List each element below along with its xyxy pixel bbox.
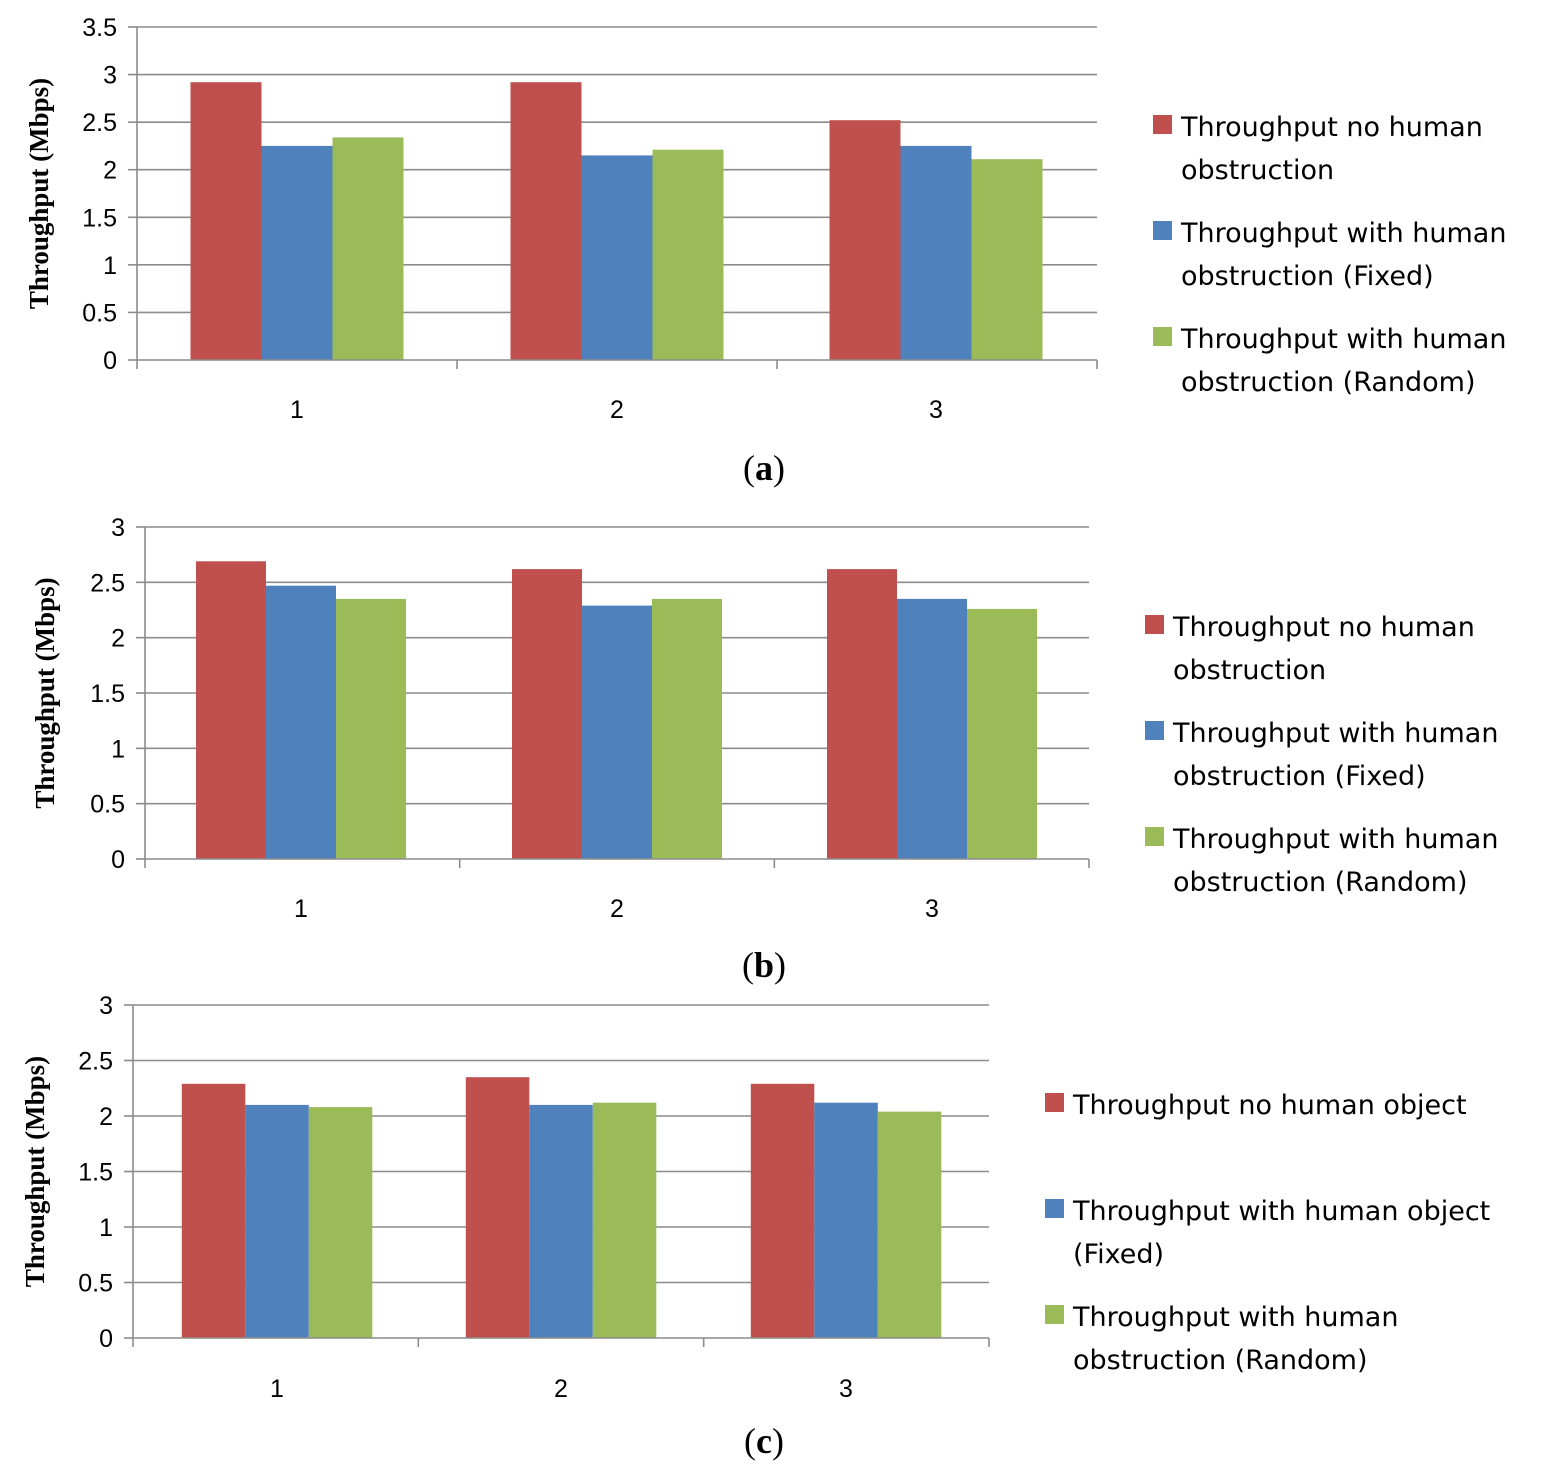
y-axis-label: Throughput (Mbps) xyxy=(30,577,60,808)
y-tick-label: 3 xyxy=(111,514,125,542)
y-tick-label: 0 xyxy=(111,846,125,874)
legend-label: Throughput with human object xyxy=(1072,1196,1490,1227)
y-tick-label: 0.5 xyxy=(82,299,117,327)
bar-random-2 xyxy=(652,598,722,859)
bar-random-1 xyxy=(332,137,404,360)
bar-no-human-3 xyxy=(750,1083,815,1338)
panel-caption: (a) xyxy=(743,448,785,488)
y-tick-label: 1.5 xyxy=(90,680,125,708)
legend-swatch-random xyxy=(1045,1305,1064,1324)
y-tick-label: 2 xyxy=(111,625,125,653)
legend-label: obstruction (Random) xyxy=(1181,367,1476,398)
bar-no-human-1 xyxy=(190,82,262,360)
bar-random-1 xyxy=(336,598,406,859)
legend-label: obstruction xyxy=(1173,655,1326,686)
y-tick-label: 3 xyxy=(99,992,113,1020)
bar-fixed-1 xyxy=(245,1104,309,1338)
x-tick-label: 2 xyxy=(610,895,624,923)
y-tick-label: 0.5 xyxy=(78,1270,113,1298)
legend-label: Throughput no human xyxy=(1180,112,1483,143)
legend-swatch-fixed xyxy=(1045,1199,1064,1218)
y-tick-label: 0 xyxy=(103,347,117,375)
panel-caption: (c) xyxy=(744,1421,784,1461)
y-axis-label: Throughput (Mbps) xyxy=(24,78,54,309)
bar-no-human-2 xyxy=(465,1077,530,1338)
bar-fixed-3 xyxy=(814,1102,878,1338)
x-tick-label: 3 xyxy=(839,1375,853,1403)
y-tick-label: 2.5 xyxy=(78,1048,113,1076)
bar-fixed-1 xyxy=(261,145,333,360)
legend-swatch-random xyxy=(1153,327,1172,346)
legend-label: Throughput with human xyxy=(1172,824,1498,855)
chart-panel-b: 0 0.5 1 1.5 2 2.5 3 1 2 3 Throughput (Mbps) Through… xyxy=(30,514,1498,985)
x-tick-label: 2 xyxy=(610,396,624,424)
legend-label: obstruction (Random) xyxy=(1173,867,1468,898)
chart-panel-a: 0 0.5 1 1.5 2 2.5 3 3.5 1 2 3 Throughput (Mbps) Thro… xyxy=(24,14,1506,488)
legend-swatch-fixed xyxy=(1153,221,1172,240)
bar-random-2 xyxy=(592,1102,657,1338)
legend-swatch-no-human xyxy=(1045,1093,1064,1112)
bar-random-1 xyxy=(308,1107,373,1338)
x-tick-label: 1 xyxy=(270,1375,284,1403)
legend-swatch-no-human xyxy=(1153,115,1172,134)
legend-label: obstruction (Fixed) xyxy=(1173,761,1426,792)
bar-fixed-3 xyxy=(897,598,967,859)
x-tick-label: 3 xyxy=(929,396,943,424)
bar-no-human-1 xyxy=(181,1083,246,1338)
bar-no-human-2 xyxy=(510,82,582,360)
bar-no-human-1 xyxy=(196,561,266,859)
legend-label: Throughput with human xyxy=(1180,324,1506,355)
legend-label: Throughput with human xyxy=(1180,218,1506,249)
bar-fixed-1 xyxy=(266,585,336,859)
legend-label: Throughput no human xyxy=(1172,612,1475,643)
y-tick-label: 3.5 xyxy=(82,14,117,42)
chart-panel-c: 0 0.5 1 1.5 2 2.5 3 1 2 3 Throughput (Mbps) Through… xyxy=(20,992,1490,1461)
y-tick-label: 0 xyxy=(99,1325,113,1353)
bar-random-3 xyxy=(967,608,1037,859)
y-tick-label: 1.5 xyxy=(82,204,117,232)
y-tick-label: 1.5 xyxy=(78,1159,113,1187)
y-axis-label: Throughput (Mbps) xyxy=(20,1056,50,1287)
legend: Throughput no human object Throughput wit… xyxy=(1045,1090,1490,1376)
x-tick-label: 3 xyxy=(925,895,939,923)
legend-label: obstruction (Random) xyxy=(1073,1345,1368,1376)
legend: Throughput no human obstruction Throughput… xyxy=(1153,112,1506,398)
y-tick-label: 2 xyxy=(103,157,117,185)
x-tick-label: 2 xyxy=(554,1375,568,1403)
y-tick-label: 2.5 xyxy=(90,569,125,597)
bar-no-human-3 xyxy=(827,569,897,859)
bar-no-human-2 xyxy=(512,569,582,859)
legend-label: obstruction (Fixed) xyxy=(1181,261,1434,292)
y-tick-label: 2.5 xyxy=(82,109,117,137)
y-tick-label: 1 xyxy=(103,252,117,280)
legend-swatch-fixed xyxy=(1145,721,1164,740)
y-tick-label: 0.5 xyxy=(90,791,125,819)
y-tick-label: 2 xyxy=(99,1103,113,1131)
legend-label: Throughput no human object xyxy=(1072,1090,1467,1121)
legend-swatch-no-human xyxy=(1145,615,1164,634)
bar-fixed-2 xyxy=(529,1104,593,1338)
legend: Throughput no human obstruction Throughput… xyxy=(1145,612,1498,898)
legend-swatch-random xyxy=(1145,827,1164,846)
y-tick-label: 1 xyxy=(99,1214,113,1242)
x-tick-label: 1 xyxy=(290,396,304,424)
bar-random-3 xyxy=(877,1111,942,1338)
panel-caption: (b) xyxy=(742,945,786,985)
legend-label: Throughput with human xyxy=(1072,1302,1398,1333)
bar-random-3 xyxy=(971,159,1043,360)
bar-fixed-2 xyxy=(582,605,652,859)
y-tick-label: 1 xyxy=(111,735,125,763)
bar-fixed-2 xyxy=(581,155,653,360)
x-tick-label: 1 xyxy=(294,895,308,923)
bar-no-human-3 xyxy=(829,120,901,360)
legend-label: obstruction xyxy=(1181,155,1334,186)
legend-label: (Fixed) xyxy=(1073,1239,1164,1270)
bar-fixed-3 xyxy=(900,145,972,360)
bar-random-2 xyxy=(652,149,724,360)
y-tick-label: 3 xyxy=(103,62,117,90)
legend-label: Throughput with human xyxy=(1172,718,1498,749)
